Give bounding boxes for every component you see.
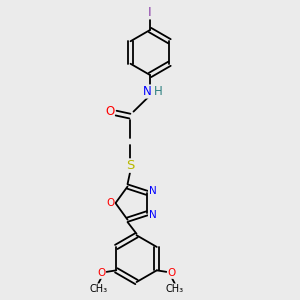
Text: I: I (148, 5, 152, 19)
Text: S: S (126, 159, 134, 172)
Text: N: N (148, 186, 156, 197)
Text: N: N (143, 85, 152, 98)
Text: CH₃: CH₃ (89, 284, 107, 294)
Text: O: O (97, 268, 105, 278)
Text: N: N (148, 210, 156, 220)
Text: O: O (106, 198, 114, 208)
Text: H: H (154, 85, 163, 98)
Text: O: O (105, 105, 114, 118)
Text: CH₃: CH₃ (166, 284, 184, 294)
Text: O: O (168, 268, 176, 278)
